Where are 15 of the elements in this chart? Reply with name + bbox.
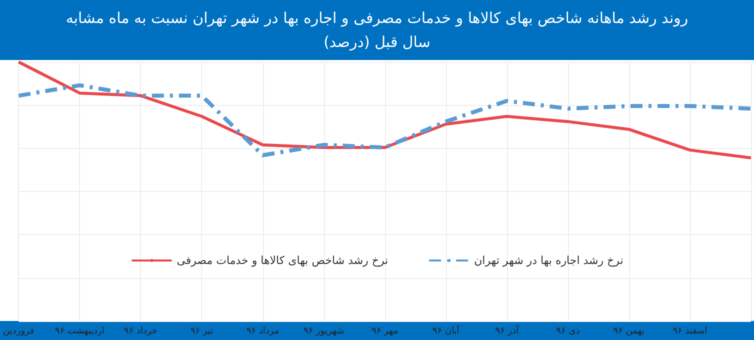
x-tick-label: مهر ۹۶: [372, 326, 398, 336]
x-tick-label: آذر ۹۶: [495, 324, 520, 336]
legend-label: نرخ رشد شاخص بهای کالاها و خدمات مصرفی: [176, 254, 388, 267]
legend-label: نرخ رشد اجاره بها در شهر تهران: [474, 254, 624, 267]
x-tick-label: شهریور ۹۶: [303, 326, 344, 336]
x-tick-label: دی ۹۶: [556, 326, 580, 336]
x-tick-label: فروردین: [3, 326, 34, 336]
x-tick-label: مرداد ۹۶: [246, 326, 280, 336]
x-tick-label: اسفند ۹۶: [672, 326, 708, 336]
x-tick-label: بهمن ۹۶: [613, 326, 645, 336]
x-tick-label: تیر ۹۶: [190, 326, 214, 336]
x-tick-label: آبان ۹۶: [432, 324, 460, 336]
x-tick-label: خرداد ۹۶: [124, 326, 158, 336]
x-tick-label: اردیبهشت ۹۶: [54, 326, 105, 336]
chart-title: روند رشد ماهانه شاخص بهای کالاها و خدمات مصرفی و اجاره بها در شهر تهران نسبت به ماه مشابه سال قبل (درصد): [0, 0, 754, 60]
